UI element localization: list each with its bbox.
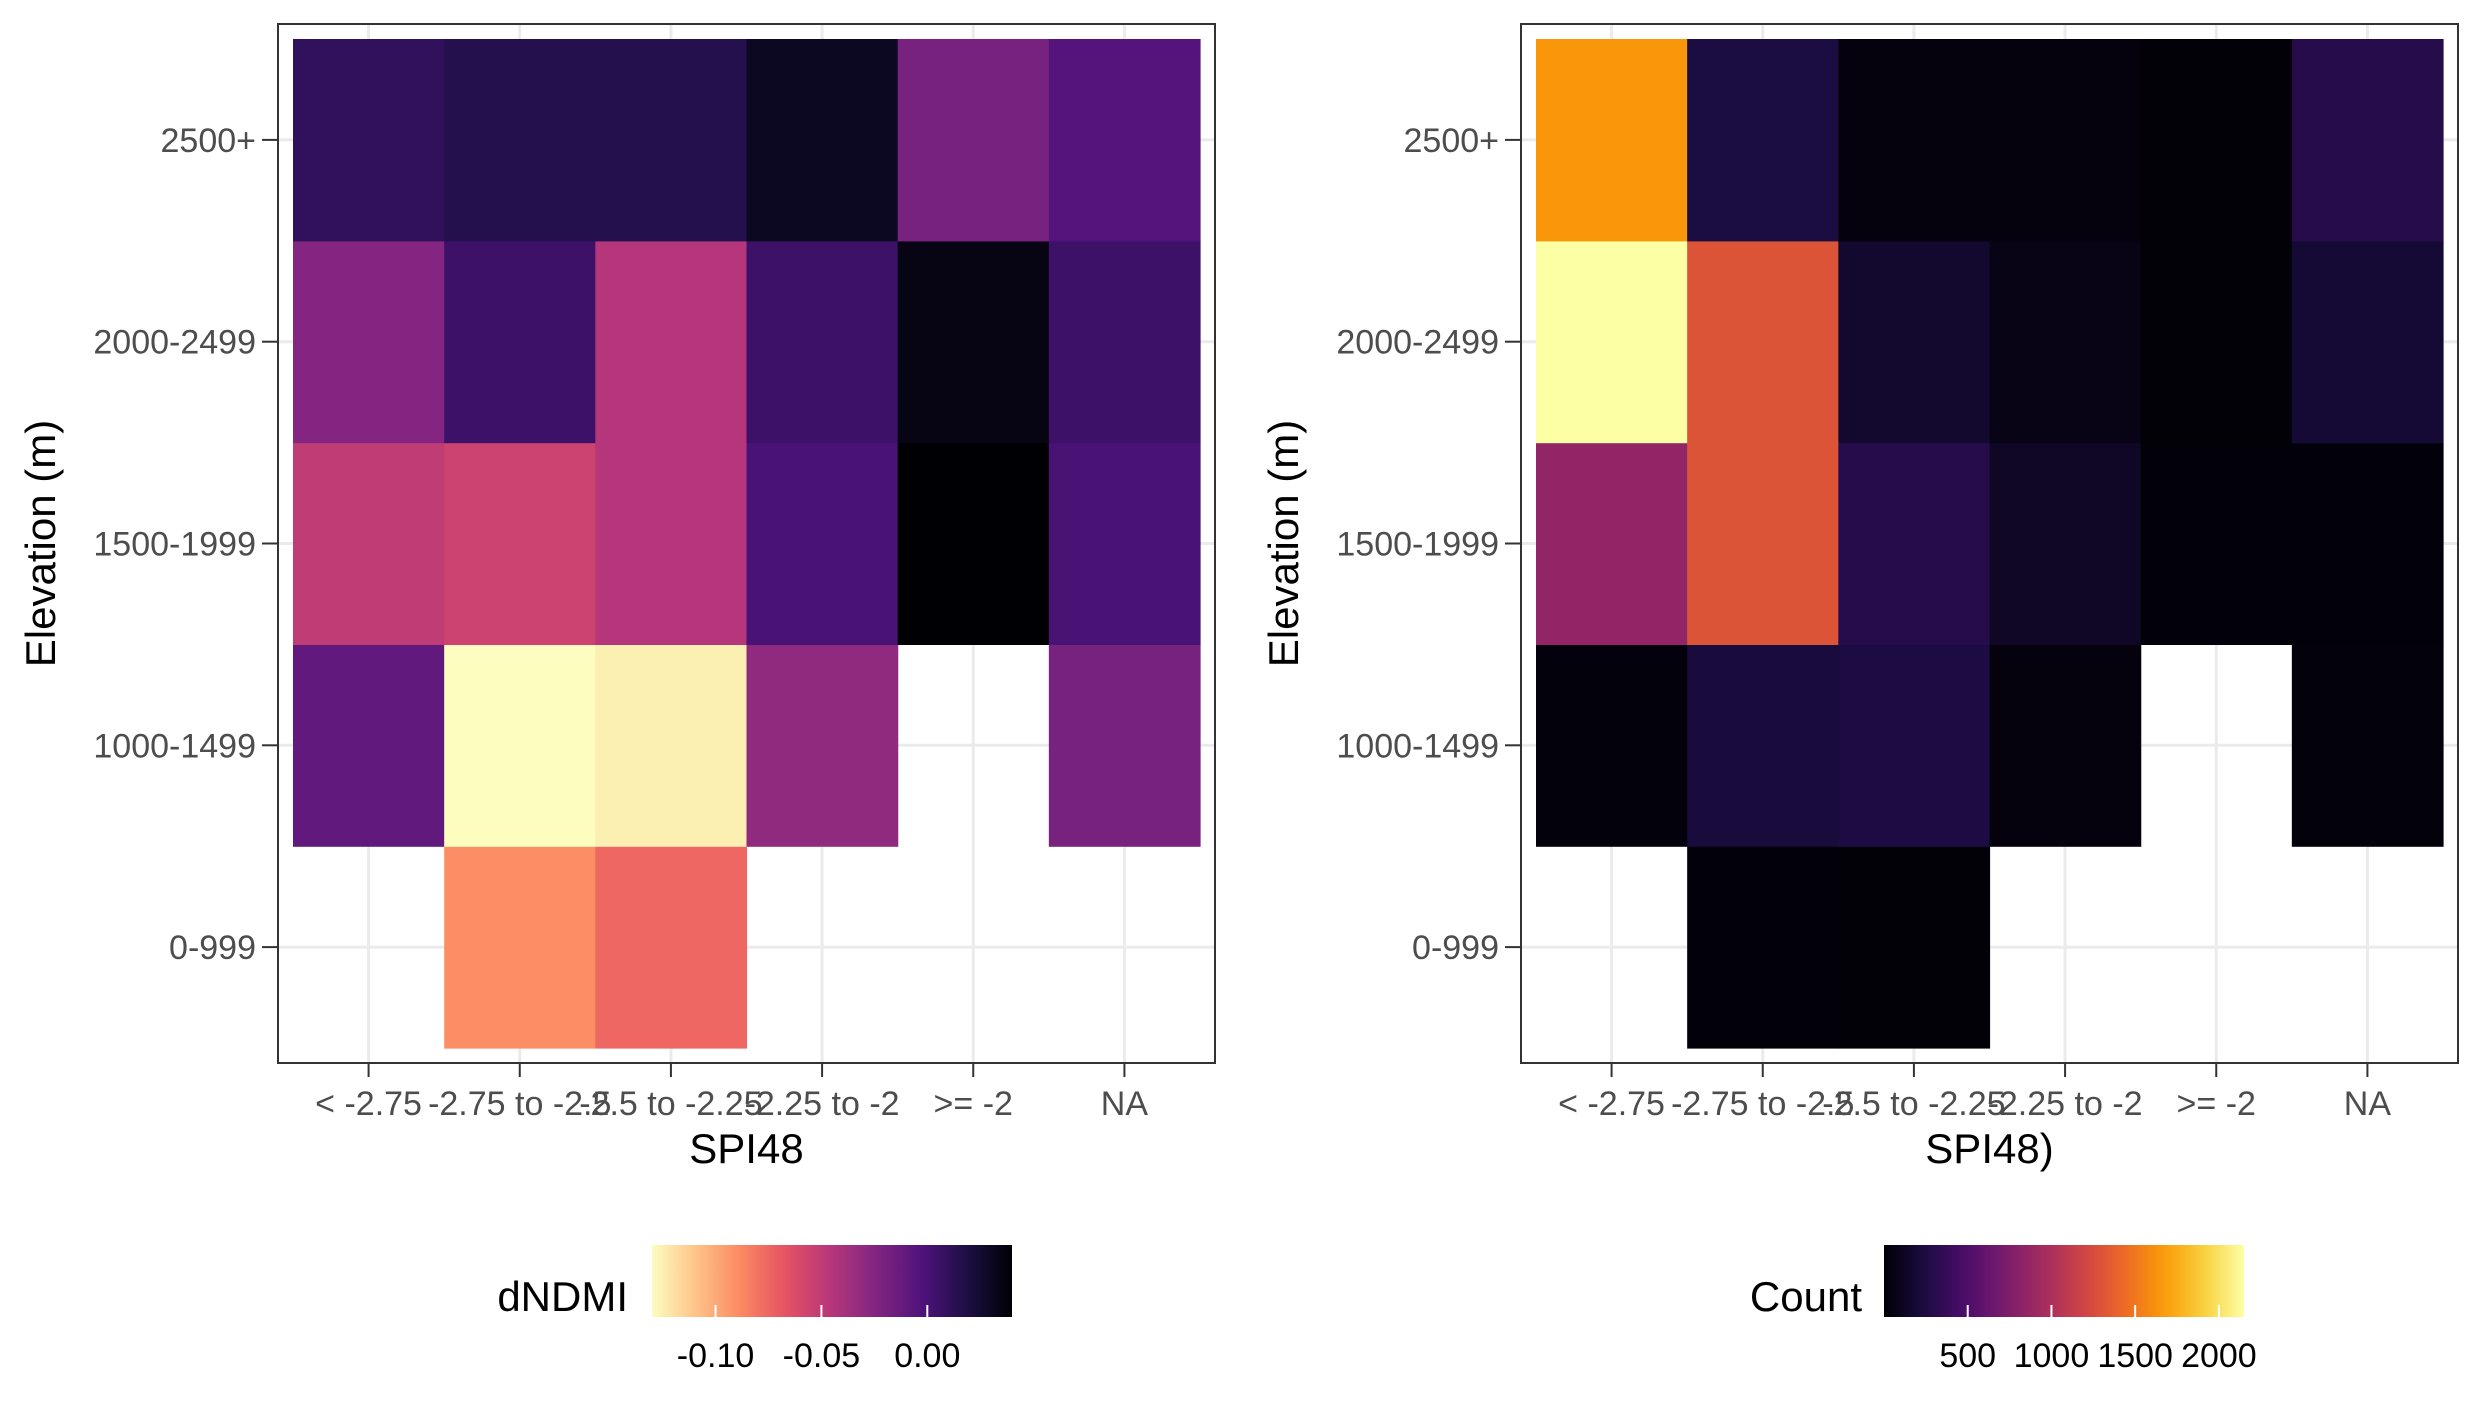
heatmap-tile [1687, 442, 1839, 645]
heatmap-tile [293, 39, 445, 242]
x-axis-title: SPI48) [1925, 1125, 2053, 1172]
heatmap-tile [1687, 240, 1839, 444]
heatmap-tile [444, 442, 596, 645]
x-tick-label: -2.5 to -2.25 [1822, 1085, 2005, 1123]
x-tick-label: < -2.75 [315, 1085, 422, 1123]
legend-tick-label: 1000 [2014, 1337, 2090, 1375]
heatmap-tile [897, 39, 1050, 242]
x-tick-label: -2.25 to -2 [745, 1085, 900, 1123]
heatmap-tile [595, 240, 748, 444]
y-tick-label: 1500-1999 [93, 526, 256, 564]
heatmap-tile [1536, 442, 1688, 645]
heatmap-tile [595, 442, 748, 645]
heatmap-tile [1989, 240, 2142, 444]
heatmap-tile [444, 644, 596, 847]
x-tick-label: -2.75 to -2.5 [1671, 1085, 1854, 1123]
y-tick-label: 2500+ [161, 122, 257, 160]
heatmap-tile [2291, 39, 2444, 242]
heatmap-tile [1687, 846, 1839, 1049]
legend-tick-label: 0.00 [894, 1337, 960, 1375]
x-tick-label: >= -2 [934, 1085, 1013, 1123]
heatmap-tile [1536, 644, 1688, 847]
heatmap-tile [897, 240, 1050, 444]
heatmap-tile [1048, 442, 1201, 645]
heatmap-tile [2291, 644, 2444, 847]
heatmap-tile [2140, 442, 2293, 645]
x-tick-label: -2.5 to -2.25 [579, 1085, 762, 1123]
heatmap-tile [1536, 39, 1688, 242]
heatmap-tile [1838, 644, 1991, 847]
heatmap-tile [1687, 39, 1839, 242]
heatmap-tile [293, 644, 445, 847]
heatmap-tile [595, 846, 748, 1049]
x-tick-label: NA [2344, 1085, 2392, 1123]
heatmap-tile [595, 39, 748, 242]
heatmap-tile [444, 846, 596, 1049]
x-tick-label: < -2.75 [1558, 1085, 1665, 1123]
y-axis-title: Elevation (m) [17, 420, 64, 667]
x-tick-label: -2.75 to -2.5 [428, 1085, 611, 1123]
heatmap-tile [897, 442, 1050, 645]
heatmap-tile [1989, 644, 2142, 847]
heatmap-tile [293, 240, 445, 444]
heatmap-tile [2291, 240, 2444, 444]
y-tick-label: 2500+ [1404, 122, 1500, 160]
y-tick-label: 1000-1499 [1336, 727, 1499, 765]
y-tick-label: 0-999 [1412, 929, 1499, 967]
heatmap-tile [293, 442, 445, 645]
heatmap-tile [1838, 240, 1991, 444]
heatmap-tile [1989, 39, 2142, 242]
legend-title: Count [1750, 1273, 1862, 1320]
heatmap-tile [444, 39, 596, 242]
legend-tick-label: -0.10 [677, 1337, 755, 1375]
x-tick-label: NA [1101, 1085, 1149, 1123]
heatmap-tile [1048, 39, 1201, 242]
heatmap-tile [746, 442, 899, 645]
legend-colorbar [652, 1245, 1012, 1317]
heatmap-tile [2140, 39, 2293, 242]
legend-tick-label: 500 [1939, 1337, 1996, 1375]
heatmap-tile [746, 39, 899, 242]
dndmi-heatmap-panel: 0-999 1000-1499 1500-1999 2000-2499 2500+ < -… [17, 23, 1216, 1375]
heatmap-tile [1687, 644, 1839, 847]
heatmap-tile [1838, 442, 1991, 645]
heatmap-tile [1048, 240, 1201, 444]
x-axis-title: SPI48 [689, 1125, 803, 1172]
count-heatmap-panel: 0-999 1000-1499 1500-1999 2000-2499 2500+ < -… [1260, 23, 2459, 1375]
y-tick-label: 2000-2499 [1336, 324, 1499, 362]
heatmap-tile [1989, 442, 2142, 645]
heatmap-tile [2140, 240, 2293, 444]
heatmap-tile [1838, 39, 1991, 242]
heatmap-tile [746, 240, 899, 444]
legend-tick-label: 1500 [2097, 1337, 2173, 1375]
y-tick-label: 2000-2499 [93, 324, 256, 362]
heatmap-tile [595, 644, 748, 847]
legend-colorbar [1884, 1245, 2244, 1317]
legend-tick-label: 2000 [2181, 1337, 2257, 1375]
legend-tick-label: -0.05 [783, 1337, 861, 1375]
heatmap-tile [1536, 240, 1688, 444]
heatmap-tile [2291, 442, 2444, 645]
heatmap-tile [1838, 846, 1991, 1049]
y-axis-title: Elevation (m) [1260, 420, 1307, 667]
heatmap-tile [746, 644, 899, 847]
x-tick-label: -2.25 to -2 [1988, 1085, 2143, 1123]
legend-title: dNDMI [497, 1273, 628, 1320]
y-tick-label: 1500-1999 [1336, 526, 1499, 564]
heatmap-tile [1048, 644, 1201, 847]
x-tick-label: >= -2 [2177, 1085, 2256, 1123]
y-tick-label: 1000-1499 [93, 727, 256, 765]
heatmap-tile [444, 240, 596, 444]
y-tick-label: 0-999 [169, 929, 256, 967]
